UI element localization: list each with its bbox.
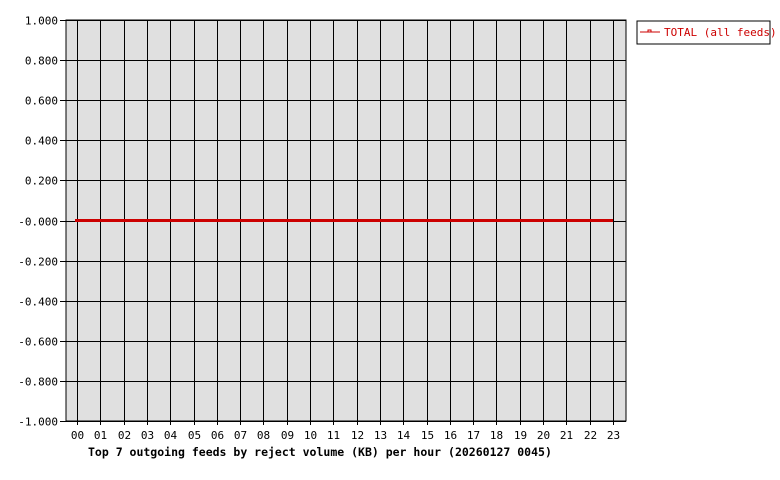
- x-tick-label: 17: [467, 429, 480, 442]
- x-tick-label: 07: [234, 429, 247, 442]
- y-tick-label: 0.400: [25, 135, 58, 148]
- y-tick-label: -0.000: [18, 216, 58, 229]
- x-tick-label: 08: [257, 429, 270, 442]
- x-tick-label: 02: [118, 429, 131, 442]
- y-tick-label: 0.200: [25, 175, 58, 188]
- x-tick-label: 16: [444, 429, 457, 442]
- x-tick-label: 06: [211, 429, 224, 442]
- y-axis-ticks: 1.000 0.800 0.600 0.400 0.200 -0.000 -0.200 -0.…: [18, 15, 58, 429]
- x-tick-label: 00: [71, 429, 84, 442]
- x-tick-label: 03: [141, 429, 154, 442]
- y-tick-label: -0.600: [18, 336, 58, 349]
- y-tick-label: 1.000: [25, 15, 58, 28]
- x-tick-label: 05: [188, 429, 201, 442]
- x-tick-label: 13: [374, 429, 387, 442]
- legend-swatch-marker: [647, 29, 652, 33]
- x-tick-label: 22: [584, 429, 597, 442]
- x-axis-ticks: 00 01 02 03 04 05 06 07 08 09 10 11 12 13 14 15 16 17 18 19…: [71, 429, 620, 442]
- legend-box: [636, 20, 771, 45]
- y-tick-label: -0.200: [18, 256, 58, 269]
- legend-label: TOTAL (all feeds): [664, 26, 777, 39]
- x-tick-label: 10: [304, 429, 317, 442]
- y-tick-label: -0.400: [18, 296, 58, 309]
- y-tick-label: 0.600: [25, 95, 58, 108]
- x-tick-label: 01: [94, 429, 107, 442]
- chart-title: Top 7 outgoing feeds by reject volume (K…: [88, 445, 552, 459]
- y-tick-label: -1.000: [18, 416, 58, 429]
- x-tick-label: 21: [560, 429, 573, 442]
- y-tick-label: -0.800: [18, 376, 58, 389]
- x-tick-label: 14: [397, 429, 411, 442]
- y-tick-label: 0.800: [25, 55, 58, 68]
- x-tick-label: 09: [281, 429, 294, 442]
- x-tick-label: 23: [607, 429, 620, 442]
- x-tick-label: 04: [164, 429, 178, 442]
- x-tick-label: 18: [490, 429, 503, 442]
- legend: TOTAL (all feeds): [636, 20, 777, 45]
- grid: [60, 20, 626, 425]
- x-tick-label: 11: [327, 429, 340, 442]
- x-tick-label: 15: [421, 429, 434, 442]
- x-tick-label: 19: [514, 429, 527, 442]
- x-tick-label: 12: [351, 429, 364, 442]
- x-tick-label: 20: [537, 429, 550, 442]
